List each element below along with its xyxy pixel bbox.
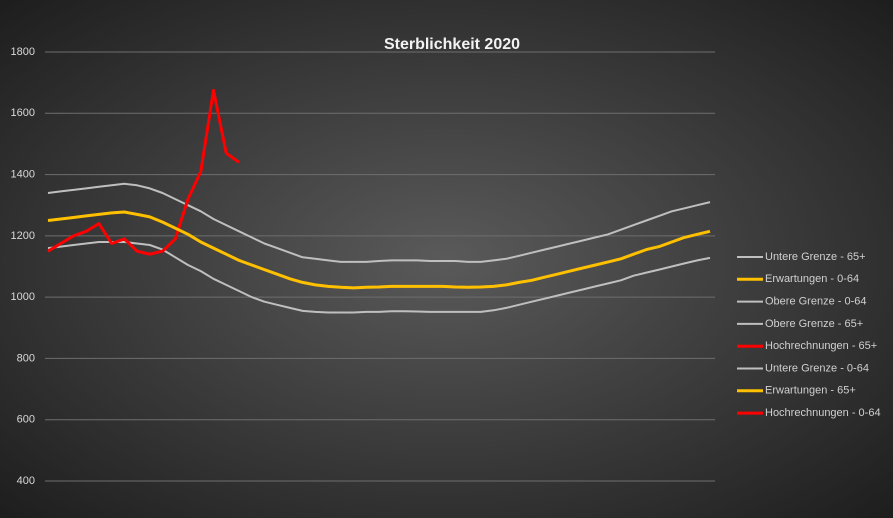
legend-label: Erwartungen - 65+	[765, 385, 856, 397]
y-tick-label: 600	[17, 414, 35, 426]
y-tick-label: 1800	[11, 46, 35, 58]
series-line	[47, 88, 240, 256]
chart-title: Sterblichkeit 2020	[384, 36, 520, 53]
series-line	[47, 210, 711, 290]
legend-label: Untere Grenze - 0-64	[765, 362, 869, 374]
legend-label: Hochrechnungen - 65+	[765, 340, 877, 352]
y-tick-label: 1400	[11, 168, 35, 180]
legend-label: Hochrechnungen - 0-64	[765, 407, 881, 419]
legend-label: Obere Grenze - 65+	[765, 318, 863, 330]
y-tick-label: 1200	[11, 230, 35, 242]
series-line	[47, 241, 711, 314]
y-tick-label: 1600	[11, 107, 35, 119]
series-line	[47, 182, 711, 263]
legend-label: Erwartungen - 0-64	[765, 273, 859, 285]
y-tick-label: 800	[17, 352, 35, 364]
y-tick-label: 1000	[11, 291, 35, 303]
legend-label: Obere Grenze - 0-64	[765, 296, 867, 308]
legend-label: Untere Grenze - 65+	[765, 251, 866, 263]
y-tick-label: 400	[17, 475, 35, 487]
